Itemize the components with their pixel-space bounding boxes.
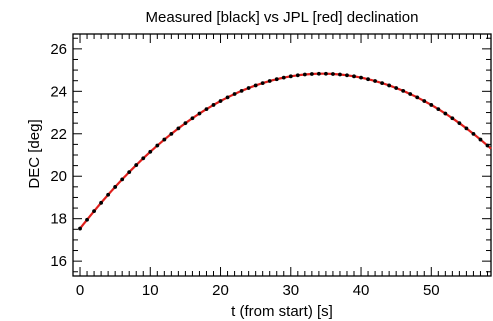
y-tick-label: 26 xyxy=(50,41,67,58)
y-tick-label: 22 xyxy=(50,126,67,143)
measured-point xyxy=(401,89,406,93)
measured-point xyxy=(464,126,469,131)
measured-point xyxy=(260,81,265,85)
measured-point xyxy=(120,177,125,182)
measured-point xyxy=(162,137,167,142)
measured-point xyxy=(309,72,314,76)
measured-point xyxy=(204,107,209,112)
measured-point xyxy=(295,73,300,78)
measured-point xyxy=(225,95,230,100)
measured-point xyxy=(387,83,392,88)
measured-point xyxy=(169,131,174,136)
measured-point xyxy=(267,79,272,83)
y-axis-label: DEC [deg] xyxy=(26,119,43,188)
x-tick-label: 40 xyxy=(353,282,370,299)
measured-point xyxy=(127,170,132,175)
y-tick-label: 24 xyxy=(50,83,67,100)
measured-point xyxy=(457,121,462,126)
measured-point xyxy=(485,143,490,148)
measured-point xyxy=(324,71,328,76)
measured-point xyxy=(85,217,89,222)
measured-point xyxy=(450,116,455,121)
measured-point xyxy=(471,131,476,136)
measured-point xyxy=(232,92,237,96)
x-tick-label: 50 xyxy=(423,282,440,299)
y-tick-label: 18 xyxy=(50,211,67,228)
measured-point xyxy=(92,209,96,214)
measured-point xyxy=(183,121,188,126)
measured-point xyxy=(478,137,483,142)
measured-point xyxy=(429,103,434,107)
y-tick-label: 20 xyxy=(50,168,67,185)
measured-point xyxy=(190,116,195,121)
measured-point xyxy=(345,73,349,78)
measured-point xyxy=(288,74,293,79)
measured-point xyxy=(113,185,118,189)
measured-point xyxy=(78,226,82,231)
measured-point xyxy=(141,156,146,161)
chart-title: Measured [black] vs JPL [red] declinatio… xyxy=(146,9,419,26)
measured-point xyxy=(373,79,377,83)
measured-point xyxy=(436,107,441,112)
measured-point xyxy=(443,111,448,116)
measured-point xyxy=(274,77,279,82)
x-axis-label: t (from start) [s] xyxy=(231,303,333,320)
measured-point xyxy=(197,111,202,116)
measured-point xyxy=(415,95,420,100)
x-tick-label: 0 xyxy=(76,282,84,299)
jpl-series-line xyxy=(79,72,492,230)
x-tick-label: 10 xyxy=(142,282,159,299)
measured-point xyxy=(380,81,385,85)
measured-point xyxy=(316,71,321,76)
measured-point xyxy=(176,126,181,131)
measured-point xyxy=(134,163,139,167)
measured-point xyxy=(253,83,258,88)
measured-point xyxy=(302,72,307,77)
measured-point xyxy=(246,86,251,90)
measured-point xyxy=(394,86,399,90)
measured-point xyxy=(338,72,342,77)
measured-point xyxy=(408,92,413,96)
measured-point xyxy=(331,72,335,76)
measured-point xyxy=(281,75,286,80)
measured-point xyxy=(239,89,244,93)
x-tick-label: 20 xyxy=(212,282,229,299)
measured-point xyxy=(148,149,153,154)
measured-point xyxy=(155,143,160,148)
measured-point xyxy=(106,192,111,197)
measured-point xyxy=(218,99,223,103)
measured-point xyxy=(99,200,104,205)
measured-point xyxy=(366,77,370,82)
x-tick-label: 30 xyxy=(282,282,299,299)
y-tick-label: 16 xyxy=(50,253,67,270)
measured-point xyxy=(359,75,363,80)
measured-point xyxy=(211,103,216,107)
measured-point xyxy=(422,99,427,103)
plot-frame xyxy=(72,33,492,277)
measured-point xyxy=(352,74,356,79)
